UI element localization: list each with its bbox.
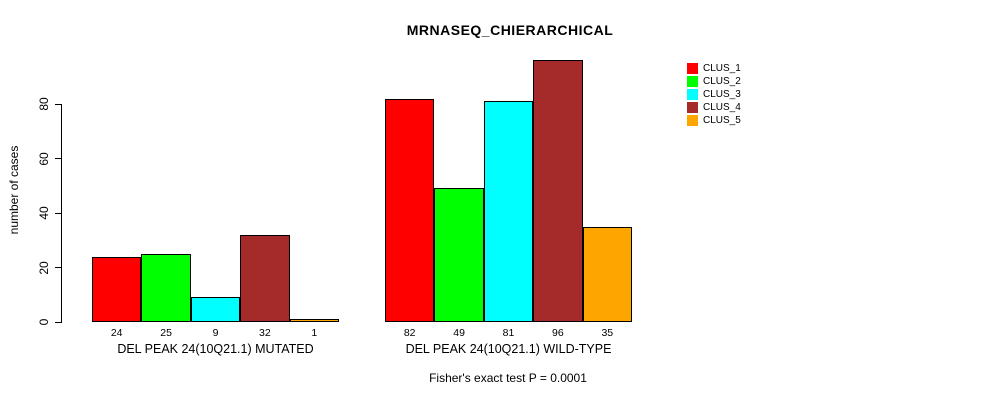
legend-item: CLUS_1 xyxy=(687,62,741,75)
chart-title: MRNASEQ_CHIERARCHICAL xyxy=(406,22,614,38)
y-tick-label: 60 xyxy=(37,151,51,166)
legend-label: CLUS_1 xyxy=(703,63,741,74)
bar-value-label: 82 xyxy=(403,327,416,339)
legend-label: CLUS_2 xyxy=(703,76,741,87)
y-tick-label: 80 xyxy=(37,97,51,111)
legend-swatch xyxy=(687,89,698,100)
legend-item: CLUS_2 xyxy=(687,75,741,88)
legend-swatch xyxy=(687,115,698,126)
legend-swatch xyxy=(687,76,698,87)
y-tick-label: 40 xyxy=(37,206,51,220)
y-tick-label: 20 xyxy=(37,260,51,275)
bar-value-label: 32 xyxy=(259,327,271,339)
legend-label: CLUS_4 xyxy=(703,102,741,113)
y-axis-label: number of cases xyxy=(7,145,21,235)
legend-label: CLUS_5 xyxy=(703,115,741,126)
bar-clus_2 xyxy=(434,188,484,322)
legend-label: CLUS_3 xyxy=(703,89,741,100)
y-tick xyxy=(55,212,61,214)
bar-clus_3 xyxy=(483,101,534,322)
x-group-label: DEL PEAK 24(10Q21.1) MUTATED xyxy=(117,342,314,356)
bar-clus_2 xyxy=(141,253,191,322)
bar-value-label: 24 xyxy=(110,327,123,339)
footer-annotation: Fisher's exact test P = 0.0001 xyxy=(429,371,587,385)
y-tick-label: 0 xyxy=(37,318,51,326)
bar-clus_5 xyxy=(582,226,632,322)
bar-clus_4 xyxy=(240,234,290,322)
y-tick xyxy=(55,158,61,159)
y-tick xyxy=(55,267,61,268)
bar-value-label: 1 xyxy=(311,327,318,339)
legend-swatch xyxy=(687,63,698,74)
x-group-label: DEL PEAK 24(10Q21.1) WILD-TYPE xyxy=(405,342,612,356)
bar-clus_4 xyxy=(533,60,583,322)
bar-value-label: 81 xyxy=(502,327,515,339)
y-axis-line xyxy=(61,104,62,323)
y-tick xyxy=(55,103,61,105)
bar-value-label: 9 xyxy=(212,327,219,339)
bar-clus_1 xyxy=(92,256,142,322)
legend-item: CLUS_4 xyxy=(687,101,741,114)
bar-value-label: 49 xyxy=(453,327,465,339)
bar-value-label: 25 xyxy=(160,327,172,339)
bar-clus_3 xyxy=(190,297,241,322)
legend-item: CLUS_5 xyxy=(687,114,741,127)
legend-swatch xyxy=(687,102,698,113)
legend-item: CLUS_3 xyxy=(687,88,741,101)
bar-value-label: 35 xyxy=(601,327,614,339)
bar-value-label: 96 xyxy=(552,327,564,339)
bar-clus_5 xyxy=(289,319,339,322)
y-tick xyxy=(55,321,61,323)
bar-clus_1 xyxy=(385,98,435,322)
